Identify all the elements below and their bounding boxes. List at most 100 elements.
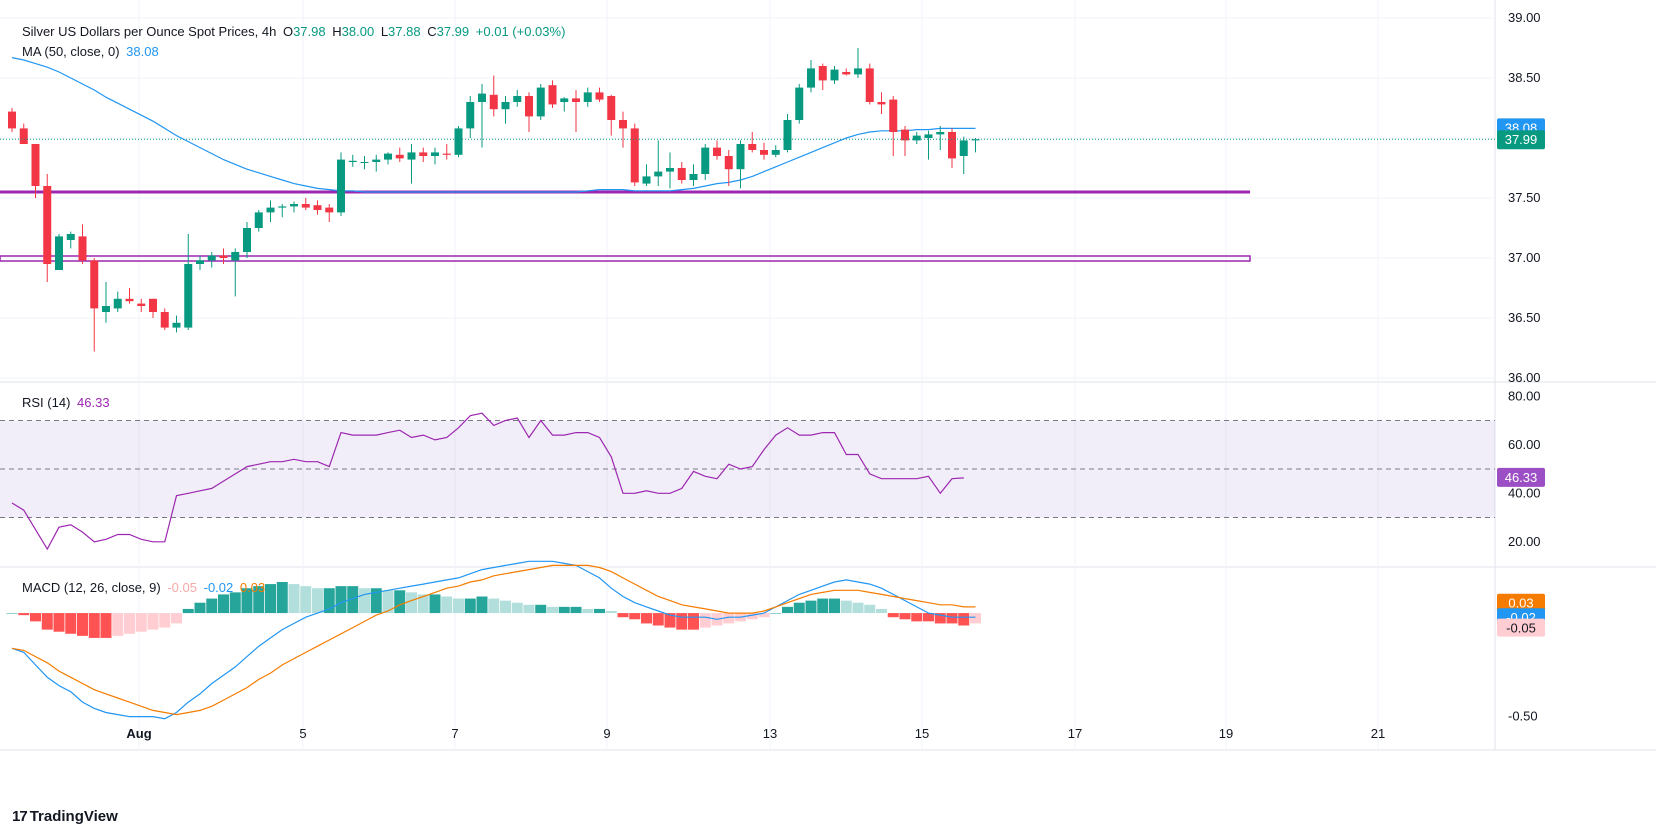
- macd-hist-bar: [241, 588, 253, 614]
- candle-down: [8, 111, 16, 129]
- macd-hist-bar: [876, 608, 887, 614]
- macd-hist-bar: [829, 598, 840, 614]
- macd-hist-bar: [300, 586, 312, 614]
- candle-down: [419, 152, 428, 156]
- rsi-tick-label: 40.00: [1508, 485, 1541, 500]
- candle-down: [301, 204, 310, 208]
- macd-hist-bar: [770, 613, 782, 614]
- candle-down: [219, 255, 228, 258]
- rsi-legend[interactable]: RSI (14) 46.33: [22, 395, 113, 410]
- candle-up: [431, 152, 439, 156]
- macd-hist-bar: [746, 613, 758, 620]
- candle-up: [783, 120, 792, 150]
- candle-down: [19, 128, 28, 144]
- macd-hist-bar: [18, 613, 30, 616]
- candle-up: [583, 92, 592, 102]
- x-tick-label: 19: [1219, 726, 1233, 741]
- macd-hist-bar: [41, 613, 53, 630]
- candle-down: [125, 298, 134, 302]
- macd-hist-bar: [30, 613, 41, 622]
- macd-hist-bar: [417, 594, 429, 614]
- candle-down: [619, 120, 627, 129]
- macd-hist-bar: [323, 588, 335, 614]
- candle-down: [818, 66, 827, 81]
- x-tick-label: 17: [1068, 726, 1082, 741]
- candle-up: [407, 152, 416, 160]
- macd-hist-bar: [218, 594, 229, 614]
- candle-up: [736, 144, 745, 170]
- candle-up: [689, 174, 698, 180]
- candle-up: [290, 204, 298, 207]
- macd-hist-bar: [805, 600, 817, 614]
- macd-hist-bar: [617, 613, 629, 618]
- macd-hist-bar: [511, 602, 523, 614]
- macd-hist-bar: [594, 608, 605, 614]
- tv-logo-icon: 17: [12, 808, 28, 825]
- macd-hist-bar: [582, 608, 594, 614]
- x-tick-label: 5: [299, 726, 306, 741]
- candle-down: [901, 129, 909, 141]
- macd-hist-bar: [664, 613, 676, 628]
- candle-up: [278, 206, 287, 208]
- macd-hist-bar: [276, 582, 288, 614]
- candle-down: [149, 298, 157, 312]
- ohlc-high: 38.00: [341, 24, 375, 39]
- candle-up: [66, 234, 75, 240]
- candle-down: [43, 186, 52, 264]
- symbol-title[interactable]: Silver US Dollars per Ounce Spot Prices,…: [22, 24, 277, 39]
- ohlc-low: 37.88: [388, 24, 421, 39]
- macd-hist-bar: [793, 602, 805, 614]
- candle-down: [842, 72, 851, 75]
- candle-up: [971, 139, 980, 141]
- candle-down: [160, 312, 169, 328]
- macd-hist-bar: [335, 586, 347, 614]
- candle-up: [771, 150, 780, 155]
- macd-hist-bar: [429, 594, 441, 614]
- macd-hist-bar: [6, 613, 18, 614]
- candle-down: [90, 260, 99, 309]
- macd-hist-bar: [864, 604, 876, 614]
- macd-hist-bar: [194, 602, 206, 614]
- candle-up: [384, 153, 392, 160]
- macd-hist-bar: [547, 606, 558, 614]
- macd-hist-bar: [758, 613, 770, 618]
- macd-hist-bar: [688, 613, 699, 630]
- macd-hist-bar: [347, 586, 359, 614]
- macd-hist-bar: [946, 613, 958, 624]
- x-tick-label: Aug: [126, 726, 151, 741]
- candle-up: [172, 322, 181, 328]
- macd-tick-label: -0.50: [1508, 709, 1538, 724]
- macd-hist-bar: [147, 613, 159, 630]
- ma-legend[interactable]: MA (50, close, 0) 38.08: [22, 44, 162, 59]
- candle-down: [760, 150, 768, 155]
- macd-legend[interactable]: MACD (12, 26, close, 9) -0.05 -0.02 0.03: [22, 580, 268, 595]
- candle-down: [442, 153, 451, 155]
- macd-hist-bar: [312, 588, 323, 614]
- macd-hist-bar: [394, 590, 406, 614]
- macd-hist-bar: [359, 588, 370, 614]
- price-tick-label: 37.00: [1508, 250, 1541, 265]
- ohlc-open: 37.98: [293, 24, 326, 39]
- candle-down: [877, 102, 886, 105]
- macd-hist-bar: [77, 613, 88, 636]
- macd-hist-bar: [923, 613, 934, 622]
- macd-hist-bar: [676, 613, 688, 630]
- tradingview-logo[interactable]: 17 TradingView: [12, 808, 118, 825]
- candle-down: [572, 98, 580, 102]
- macd-hist-bar: [958, 613, 970, 626]
- candle-up: [348, 160, 357, 162]
- ohlc-change: +0.01 (+0.03%): [475, 24, 566, 39]
- candle-up: [936, 132, 945, 135]
- macd-hist-bar: [453, 598, 464, 614]
- macd-hist-bar: [100, 613, 112, 638]
- x-tick-label: 9: [603, 726, 610, 741]
- macd-hist-bar: [441, 596, 453, 614]
- candle-up: [266, 207, 275, 213]
- candle-down: [677, 168, 686, 180]
- macd-hist-bar: [817, 598, 829, 614]
- candle-up: [830, 69, 839, 81]
- macd-hist-bar: [911, 613, 923, 622]
- candle-down: [395, 154, 404, 159]
- macd-hist-tag-label: -0.05: [1506, 621, 1536, 636]
